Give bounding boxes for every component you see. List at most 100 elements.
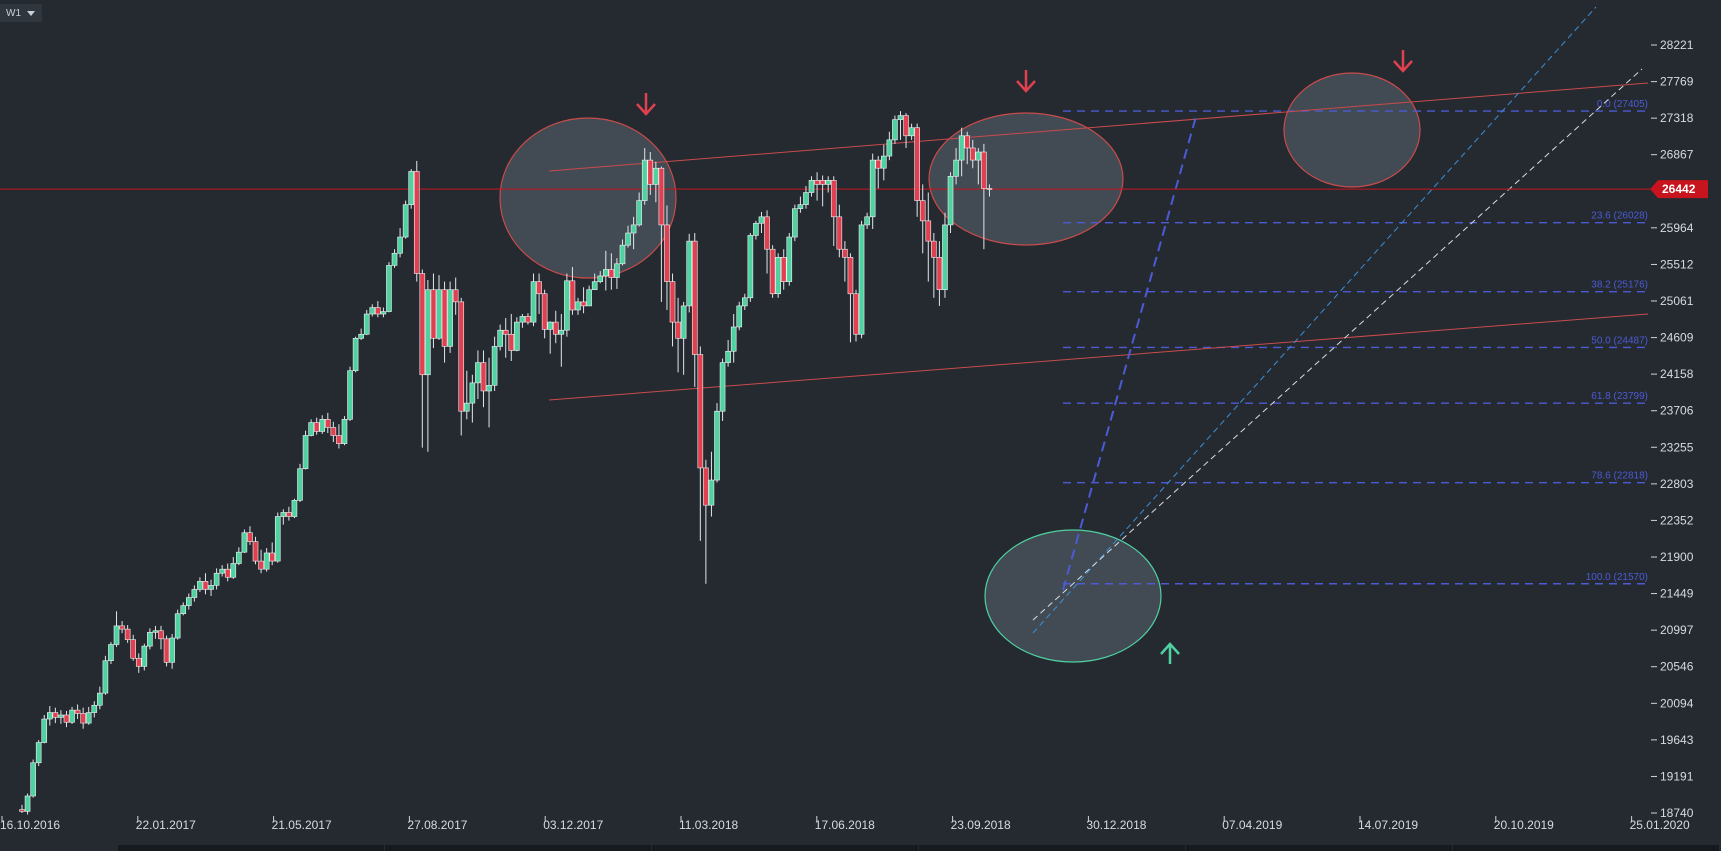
candle-bull [91,704,98,713]
candle-bear [202,581,209,590]
candle-bear [452,289,459,303]
candle-bull [741,297,748,307]
buy-arrow-icon [1160,642,1180,664]
channel-lower-line [548,313,1649,401]
candle-bear [158,630,164,640]
y-axis-label: 20546 [1660,660,1694,674]
arrow-head [1016,80,1036,93]
y-axis-label: 22803 [1660,477,1694,491]
candle-bear [703,467,709,506]
candle-bull [241,532,248,553]
x-axis-label: 16.10.2016 [0,818,60,832]
fib-level-label: 23.6 (26028) [1591,211,1648,222]
candle-bull [514,321,520,351]
candle-bull [491,346,498,386]
candle-bear [541,293,548,330]
candle-bear [252,541,259,562]
arrow-head [1160,642,1180,655]
x-axis-label: 27.08.2017 [407,818,467,832]
candle-bull [363,313,370,335]
candle-bull [102,660,109,694]
candle-bear [224,568,231,578]
candle-bear [536,281,542,295]
candle-bull [230,563,237,578]
candle-bull [497,329,503,347]
candle-bull [486,384,492,392]
candle-bull [347,370,353,420]
candle-bull [463,402,470,412]
candle-bull [530,281,537,323]
candle-bull [825,180,832,185]
candle-bear [842,248,848,258]
candle-bear [52,712,59,718]
candle-bear [931,240,937,258]
timeline-scroll-segment [118,845,384,851]
candle-bull [397,236,403,254]
candle-bull [408,171,415,205]
candle-bull [808,180,815,193]
candle-bull [591,281,598,291]
candle-bear [119,625,125,630]
sell-arrow-icon [1393,50,1413,73]
candle-bull [864,216,870,226]
candles-layer [19,111,993,815]
candle-bull [775,257,781,295]
candle-bull [319,419,326,432]
candle-bear [675,321,681,339]
candle-bear [480,362,487,392]
x-axis-label: 21.05.2017 [272,818,332,832]
candle-bear [925,220,932,242]
candle-bear [502,329,509,335]
candle-bear [664,224,670,282]
candle-bull [564,280,570,331]
candle-bull [274,516,281,562]
y-axis-label: 28221 [1660,38,1694,52]
candle-bear [964,135,971,149]
candle-bull [113,625,120,645]
candle-bull [786,236,793,282]
candle-bull [730,326,737,352]
candle-bear [458,301,465,412]
candle-bull [753,222,759,236]
candle-bear [669,281,676,323]
price-tag-bg [1650,180,1708,199]
candle-bull [586,289,592,307]
x-axis-label: 17.06.2018 [815,818,875,832]
candle-bear [375,307,381,315]
candle-bull [280,512,287,517]
candle-bear [769,248,776,295]
timeframe-dropdown[interactable]: W1 [0,4,42,22]
y-axis-label: 21900 [1660,550,1694,564]
fib-level-label: 78.6 (22818) [1591,471,1648,482]
candle-bull [469,382,476,404]
candle-bull [975,151,982,161]
y-axis-label: 24158 [1660,367,1694,381]
x-axis-label: 20.10.2019 [1494,818,1554,832]
candle-bull [341,419,348,444]
candle-bull [302,435,309,470]
highlight-ellipse-4 [984,529,1162,663]
candle-bull [58,714,64,718]
candle-bull [186,597,192,606]
annotation-layer [636,50,1413,664]
candle-bull [263,552,270,570]
candle-bear [936,257,943,291]
candle-bull [108,644,114,662]
candle-bull [641,159,648,201]
candle-bear [647,159,654,185]
candle-bull [708,479,715,506]
candle-bull [197,581,203,590]
candle-bear [247,532,253,542]
y-axis-label: 27769 [1660,75,1694,89]
candle-bull [297,468,303,501]
y-axis-label: 19191 [1660,769,1694,783]
candle-bear [330,427,337,436]
y-axis-label: 23706 [1660,404,1694,418]
candle-bear [914,127,920,201]
y-axis-label: 19643 [1660,733,1694,747]
candle-bull [597,275,604,282]
candle-bear [847,257,854,295]
y-axis-label: 21449 [1660,587,1694,601]
candle-bull [236,551,242,564]
